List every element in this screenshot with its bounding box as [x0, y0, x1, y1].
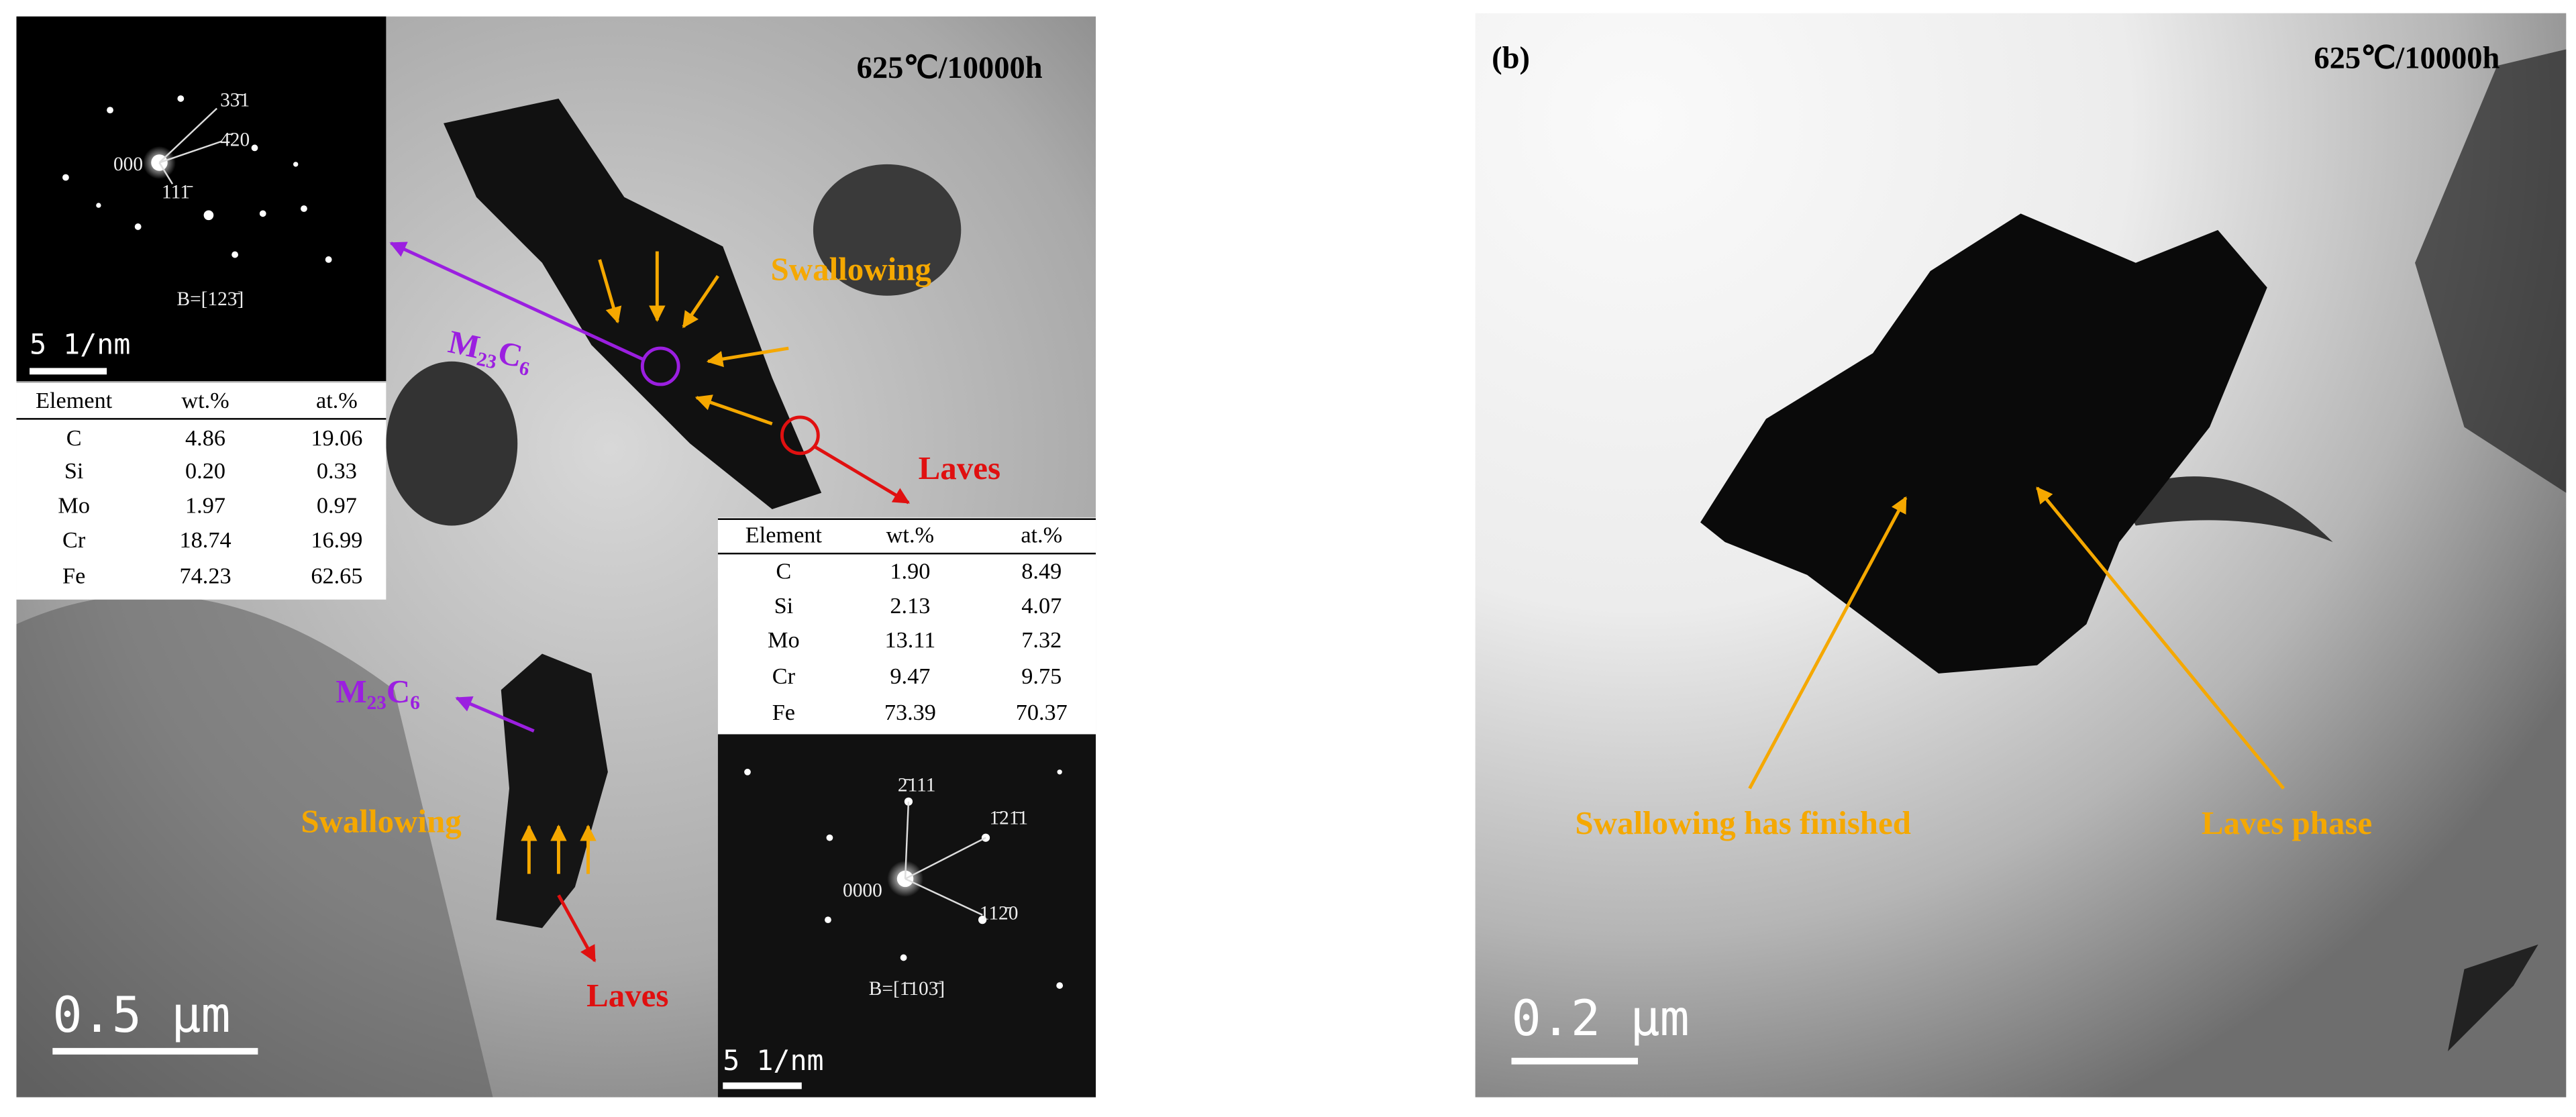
table-cell: wt.%: [886, 523, 934, 548]
spot-label: 000: [113, 154, 143, 175]
annotation: Laves: [919, 449, 1000, 486]
particle: [386, 361, 518, 526]
table-cell: 9.47: [890, 663, 930, 689]
table-cell: Mo: [58, 492, 90, 518]
spot-label: 1̄21̄1: [989, 808, 1028, 829]
table-cell: 19.06: [311, 425, 362, 451]
table-cell: 9.75: [1021, 663, 1062, 689]
particle: [1700, 213, 2267, 674]
table-cell: 2.13: [890, 593, 930, 619]
texture: [16, 594, 493, 1098]
annotation: Swallowing has finished: [1575, 804, 1911, 841]
table-cell: 0.97: [317, 492, 357, 518]
table-cell: 73.39: [884, 700, 936, 725]
texture: [2448, 944, 2538, 1052]
particle: [496, 653, 608, 928]
spot-label: 112̄0: [980, 903, 1019, 924]
panel-label: (b): [1492, 41, 1530, 75]
arrows: [1748, 486, 2285, 790]
table-cell: at.%: [316, 388, 358, 413]
table-cell: 4.86: [185, 425, 225, 451]
table-cell: 13.11: [884, 627, 935, 653]
texture: [2119, 476, 2333, 543]
table-cell: Element: [36, 388, 113, 413]
table-cell: 1.97: [185, 492, 225, 518]
panel-label: (a): [19, 30, 56, 64]
markers: [389, 242, 911, 963]
saed-inset: [717, 734, 1096, 1098]
spot-label: 0000: [843, 880, 882, 901]
annotation: Swallowing: [771, 251, 931, 288]
table-cell: 8.49: [1021, 558, 1062, 584]
condition: 625℃/10000h: [857, 51, 1043, 85]
table-cell: 70.37: [1016, 700, 1068, 725]
table-cell: Cr: [62, 527, 86, 553]
table-cell: 1.90: [890, 558, 930, 584]
table-cell: Fe: [62, 564, 85, 589]
table-cell: 18.74: [179, 527, 231, 553]
spot-label: 111̄: [162, 182, 193, 203]
annotation: M₂₃C₆: [336, 673, 420, 710]
annotation: Laves phase: [2202, 804, 2372, 841]
table-cell: Si: [774, 593, 794, 619]
panel-a: (a) 625℃/10000h M₂₃C₆ Swallowing Laves M…: [16, 16, 1096, 1098]
condition: 625℃/10000h: [2314, 41, 2500, 75]
table-cell: 0.20: [185, 458, 225, 484]
table-cell: C: [66, 425, 82, 451]
texture: [2415, 49, 2567, 493]
table-cell: 7.32: [1021, 627, 1062, 653]
annotation: Swallowing: [301, 802, 461, 839]
index-lines: [158, 107, 986, 916]
table-cell: Si: [64, 458, 84, 484]
table-cell: C: [776, 558, 791, 584]
zone-axis: B=[123̄]: [176, 288, 244, 310]
scale-bar-label: 0.2 μm: [1511, 990, 1689, 1047]
saed-scale: 5 1/nm: [723, 1044, 823, 1077]
table-cell: 0.33: [317, 458, 357, 484]
table-cell: 74.23: [179, 564, 231, 589]
table-cell: Mo: [768, 627, 800, 653]
scale-bars: [30, 368, 802, 1089]
table-cell: Fe: [772, 700, 795, 725]
table-cell: 4.07: [1021, 593, 1062, 619]
spot-label: 33̄1: [220, 90, 250, 111]
zone-axis: B=[1̄103̄]: [869, 978, 945, 1000]
particle: [813, 164, 962, 296]
tables: Element wt.% at.% C 4.86 19.06 Si 0.20 0.33 Mo 1.9…: [36, 388, 1068, 725]
scale-bar-label: 0.5 μm: [52, 987, 230, 1044]
table-cell: wt.%: [181, 388, 229, 413]
table-cell: Element: [745, 523, 823, 548]
table-cell: at.%: [1021, 523, 1062, 548]
saed-scale: 5 1/nm: [30, 328, 130, 361]
annotation: Laves: [586, 977, 668, 1014]
table-cell: Cr: [772, 663, 796, 689]
saed-inset: [16, 16, 387, 382]
spot-label: 2̄111: [898, 775, 936, 796]
spot-label: 4̄20: [220, 129, 250, 150]
table-cell: 62.65: [311, 564, 362, 589]
panel-b: (b) 625℃/10000h Swallowing has finished …: [1475, 13, 2567, 1098]
table-cell: 16.99: [311, 527, 362, 553]
table-rules: [16, 418, 1096, 555]
